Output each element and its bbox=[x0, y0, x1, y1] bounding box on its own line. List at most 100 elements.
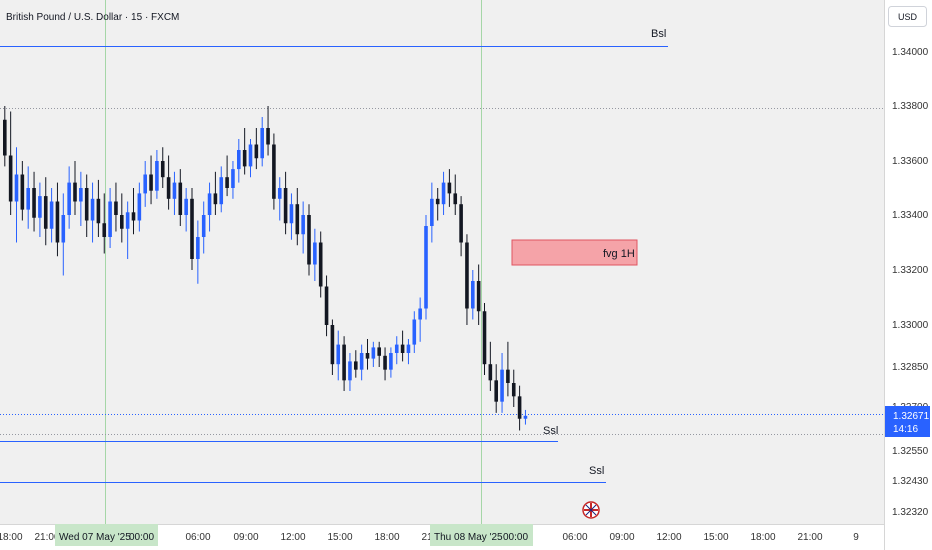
candle[interactable] bbox=[73, 161, 77, 215]
candle[interactable] bbox=[418, 297, 422, 342]
candle[interactable] bbox=[102, 193, 107, 254]
candle[interactable] bbox=[43, 177, 48, 246]
candle[interactable] bbox=[213, 171, 218, 215]
candle[interactable] bbox=[277, 177, 282, 221]
ssl-label-upper[interactable]: Ssl bbox=[543, 425, 558, 437]
candle[interactable] bbox=[377, 341, 381, 367]
candle[interactable] bbox=[511, 369, 516, 407]
candle[interactable] bbox=[26, 166, 30, 229]
candle[interactable] bbox=[330, 319, 335, 376]
candle[interactable] bbox=[506, 341, 510, 397]
candle[interactable] bbox=[301, 201, 305, 254]
currency-label[interactable]: USD bbox=[898, 12, 918, 22]
candle[interactable] bbox=[383, 347, 387, 381]
candle[interactable] bbox=[149, 155, 153, 205]
candle[interactable] bbox=[523, 409, 528, 425]
candle[interactable] bbox=[260, 117, 264, 167]
candle[interactable] bbox=[254, 128, 259, 170]
candle[interactable] bbox=[143, 161, 147, 207]
candle[interactable] bbox=[359, 344, 364, 381]
candle[interactable] bbox=[476, 264, 481, 326]
candle[interactable] bbox=[207, 182, 212, 232]
candle[interactable] bbox=[190, 188, 194, 270]
flag-icon[interactable] bbox=[582, 501, 600, 519]
candle[interactable] bbox=[201, 201, 206, 254]
candle[interactable] bbox=[307, 204, 311, 276]
candle[interactable] bbox=[441, 171, 446, 215]
candle[interactable] bbox=[313, 228, 317, 281]
candle[interactable] bbox=[55, 182, 60, 257]
candle[interactable] bbox=[365, 339, 370, 370]
currency-selector[interactable]: USD bbox=[888, 6, 927, 27]
candle[interactable] bbox=[400, 330, 405, 362]
candle[interactable] bbox=[196, 220, 200, 284]
candle[interactable] bbox=[225, 155, 229, 197]
price-axis[interactable] bbox=[884, 0, 932, 550]
candle[interactable] bbox=[348, 353, 352, 391]
candle[interactable] bbox=[482, 303, 487, 375]
candle[interactable] bbox=[38, 182, 42, 237]
currency-box[interactable] bbox=[888, 6, 927, 27]
candle[interactable] bbox=[342, 336, 346, 391]
candle[interactable] bbox=[137, 182, 142, 232]
candle[interactable] bbox=[424, 215, 428, 320]
candle[interactable] bbox=[465, 234, 469, 325]
candle[interactable] bbox=[166, 155, 171, 210]
candle[interactable] bbox=[295, 188, 300, 246]
candle[interactable] bbox=[336, 330, 341, 381]
candle[interactable] bbox=[114, 182, 118, 232]
candle[interactable] bbox=[172, 171, 177, 215]
candle[interactable] bbox=[20, 161, 25, 221]
candle[interactable] bbox=[412, 311, 417, 353]
candle[interactable] bbox=[371, 341, 376, 367]
candle[interactable] bbox=[131, 188, 136, 235]
candle[interactable] bbox=[471, 270, 475, 320]
candle[interactable] bbox=[90, 182, 95, 243]
candle[interactable] bbox=[184, 188, 188, 232]
candle[interactable] bbox=[8, 111, 13, 216]
candle[interactable] bbox=[394, 336, 399, 365]
candle[interactable] bbox=[125, 201, 130, 260]
candle[interactable] bbox=[237, 139, 241, 183]
candle[interactable] bbox=[354, 350, 358, 378]
candle[interactable] bbox=[494, 364, 498, 413]
candle[interactable] bbox=[84, 174, 89, 238]
candle[interactable] bbox=[108, 188, 112, 248]
candle[interactable] bbox=[248, 139, 253, 178]
candle[interactable] bbox=[289, 193, 294, 240]
candle[interactable] bbox=[67, 166, 71, 229]
candle[interactable] bbox=[389, 347, 393, 378]
fvg-box[interactable] bbox=[511, 239, 638, 266]
candle[interactable] bbox=[96, 179, 101, 237]
candle[interactable] bbox=[49, 188, 54, 243]
candle[interactable] bbox=[266, 106, 270, 156]
level-lines[interactable] bbox=[0, 46, 668, 483]
candle[interactable] bbox=[14, 147, 19, 243]
candle[interactable] bbox=[61, 193, 66, 276]
candle[interactable] bbox=[324, 275, 329, 337]
plot-area[interactable] bbox=[0, 0, 884, 524]
candle[interactable] bbox=[219, 166, 224, 213]
candle[interactable] bbox=[3, 106, 7, 167]
ssl-label-lower[interactable]: Ssl bbox=[589, 465, 604, 477]
candle[interactable] bbox=[447, 169, 452, 207]
candle[interactable] bbox=[79, 171, 83, 226]
candle[interactable] bbox=[231, 161, 235, 199]
candle[interactable] bbox=[178, 169, 183, 226]
candle[interactable] bbox=[272, 133, 276, 210]
candle[interactable] bbox=[500, 353, 504, 413]
candle[interactable] bbox=[242, 128, 247, 175]
candle[interactable] bbox=[517, 385, 522, 431]
candle[interactable] bbox=[459, 196, 463, 257]
candle[interactable] bbox=[283, 171, 288, 235]
candle[interactable] bbox=[318, 231, 323, 298]
candle[interactable] bbox=[120, 193, 124, 243]
candle[interactable] bbox=[155, 150, 159, 199]
candle[interactable] bbox=[160, 147, 165, 188]
candle[interactable] bbox=[435, 188, 440, 221]
bsl-label[interactable]: Bsl bbox=[651, 28, 666, 40]
candle[interactable] bbox=[406, 339, 411, 365]
candles[interactable] bbox=[3, 106, 528, 431]
candle[interactable] bbox=[430, 182, 434, 243]
